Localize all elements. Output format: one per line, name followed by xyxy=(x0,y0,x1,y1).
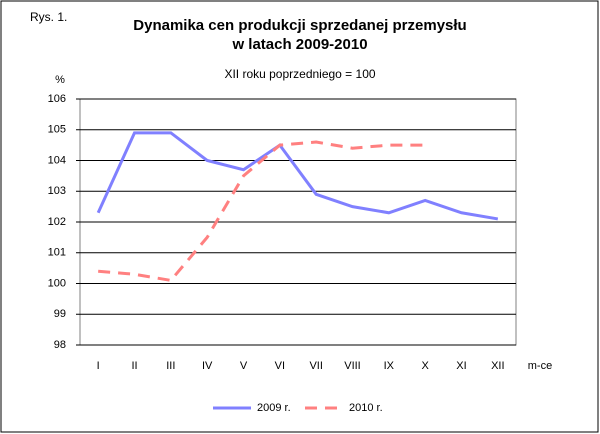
x-tick-label: III xyxy=(166,360,175,372)
x-tick-label: VI xyxy=(275,360,285,372)
figure-label: Rys. 1. xyxy=(30,10,67,24)
x-tick-label: VIII xyxy=(344,360,361,372)
y-tick-label: 103 xyxy=(48,185,66,197)
y-tick-label: 106 xyxy=(48,93,66,105)
y-tick-label: 102 xyxy=(48,216,66,228)
y-tick-label: 100 xyxy=(48,277,66,289)
legend-label: 2010 r. xyxy=(349,402,383,414)
legend-label: 2009 r. xyxy=(257,402,291,414)
subtitle: XII roku poprzedniego = 100 xyxy=(224,67,375,81)
x-axis-label: m-ce xyxy=(528,360,552,372)
y-tick-label: 101 xyxy=(48,247,66,259)
x-tick-label: X xyxy=(421,360,429,372)
x-tick-label: II xyxy=(131,360,137,372)
y-tick-label: 98 xyxy=(54,339,66,351)
y-tick-label: 105 xyxy=(48,124,66,136)
series-line xyxy=(96,131,499,221)
x-tick-label: IX xyxy=(384,360,395,372)
x-tick-label: VII xyxy=(309,360,322,372)
y-tick-label: 99 xyxy=(54,308,66,320)
x-tick-label: IV xyxy=(202,360,213,372)
chart-title: Dynamika cen produkcji sprzedanej przemy… xyxy=(133,17,466,34)
x-tick-label: V xyxy=(240,360,248,372)
y-axis-label: % xyxy=(55,74,65,86)
x-tick-label: I xyxy=(97,360,100,372)
x-tick-label: XII xyxy=(491,360,504,372)
series-line xyxy=(98,140,426,283)
x-tick-label: XI xyxy=(456,360,466,372)
chart-title: w latach 2009-2010 xyxy=(231,36,367,53)
y-tick-label: 104 xyxy=(48,154,66,166)
